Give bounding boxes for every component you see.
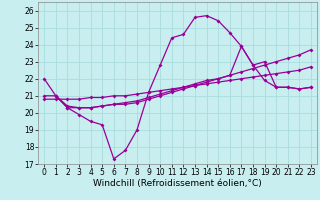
- X-axis label: Windchill (Refroidissement éolien,°C): Windchill (Refroidissement éolien,°C): [93, 179, 262, 188]
